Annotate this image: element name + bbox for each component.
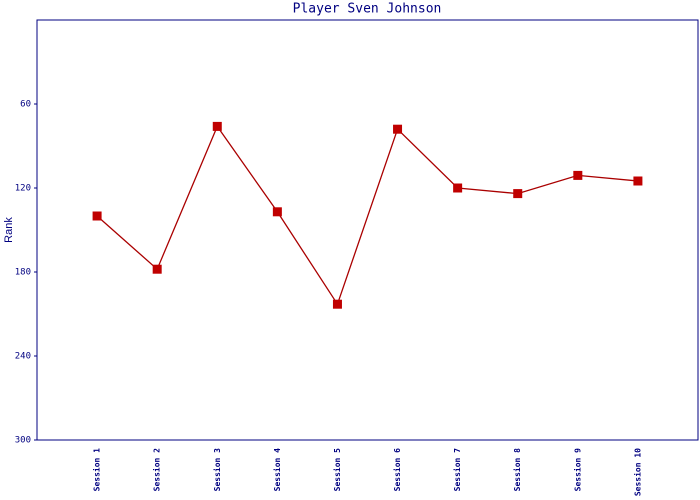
- y-tick-label: 180: [15, 268, 31, 278]
- marker: [272, 207, 282, 217]
- y-tick-label: 300: [15, 436, 31, 446]
- x-tick-label: Session 4: [272, 448, 282, 492]
- marker: [212, 121, 222, 131]
- marker: [92, 211, 102, 221]
- y-tick-label: 120: [15, 184, 31, 194]
- marker: [152, 264, 162, 274]
- marker: [573, 170, 583, 180]
- marker: [393, 124, 403, 134]
- x-tick-label: Session 9: [572, 448, 582, 492]
- marker: [513, 189, 523, 199]
- marker: [453, 183, 463, 193]
- y-tick-label: 60: [20, 100, 31, 110]
- x-tick-label: Session 1: [92, 448, 102, 492]
- line: [96, 125, 638, 306]
- chart-title: Player Sven Johnson: [293, 2, 442, 17]
- x-tick-label: Session 7: [452, 448, 462, 492]
- marker: [332, 299, 342, 309]
- plot-frame: [36, 19, 699, 441]
- marker: [633, 176, 643, 186]
- x-tick-label: Session 3: [212, 448, 222, 492]
- x-tick-label: Session 5: [332, 448, 342, 492]
- x-tick-label: Session 10: [632, 448, 642, 496]
- y-axis-label: Rank: [3, 217, 15, 243]
- y-tick-label: 240: [15, 352, 31, 362]
- x-tick-label: Session 8: [512, 448, 522, 492]
- x-tick-label: Session 6: [392, 448, 402, 492]
- x-tick-label: Session 2: [152, 448, 162, 492]
